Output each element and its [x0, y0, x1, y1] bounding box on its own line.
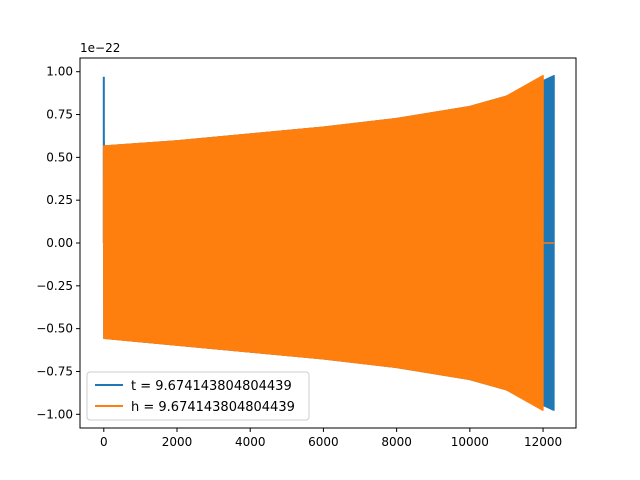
- x-tick-label: 12000: [524, 435, 562, 449]
- legend-label: h = 9.674143804804439: [131, 400, 295, 415]
- y-tick-label: 0.25: [46, 193, 73, 207]
- series-layer: [102, 75, 555, 411]
- y-tick-label: −0.75: [36, 364, 73, 378]
- legend: t = 9.674143804804439 h = 9.6741438048044…: [86, 371, 310, 421]
- y-offset-label: 1e−22: [80, 41, 120, 55]
- y-tick-label: 0.50: [46, 150, 73, 164]
- x-tick-label: 0: [100, 435, 108, 449]
- x-tick-label: 10000: [451, 435, 489, 449]
- x-tick-label: 2000: [162, 435, 193, 449]
- x-axis: 0 2000 4000 6000 8000 10000 12000: [100, 428, 562, 449]
- y-tick-label: 0.75: [46, 108, 73, 122]
- x-tick-label: 8000: [381, 435, 412, 449]
- x-tick-label: 6000: [308, 435, 339, 449]
- y-tick-label: 0.00: [46, 236, 73, 250]
- y-axis: 1.00 0.75 0.50 0.25 0.00 −0.25 −0.50 −0.75 −1.00: [36, 65, 80, 421]
- y-tick-label: −1.00: [36, 407, 73, 421]
- y-tick-label: 1.00: [46, 65, 73, 79]
- y-tick-label: −0.50: [36, 322, 73, 336]
- x-tick-label: 4000: [235, 435, 266, 449]
- series-line-h: [103, 75, 544, 411]
- y-tick-label: −0.25: [36, 279, 73, 293]
- legend-box: [86, 371, 310, 421]
- legend-label: t = 9.674143804804439: [131, 379, 292, 394]
